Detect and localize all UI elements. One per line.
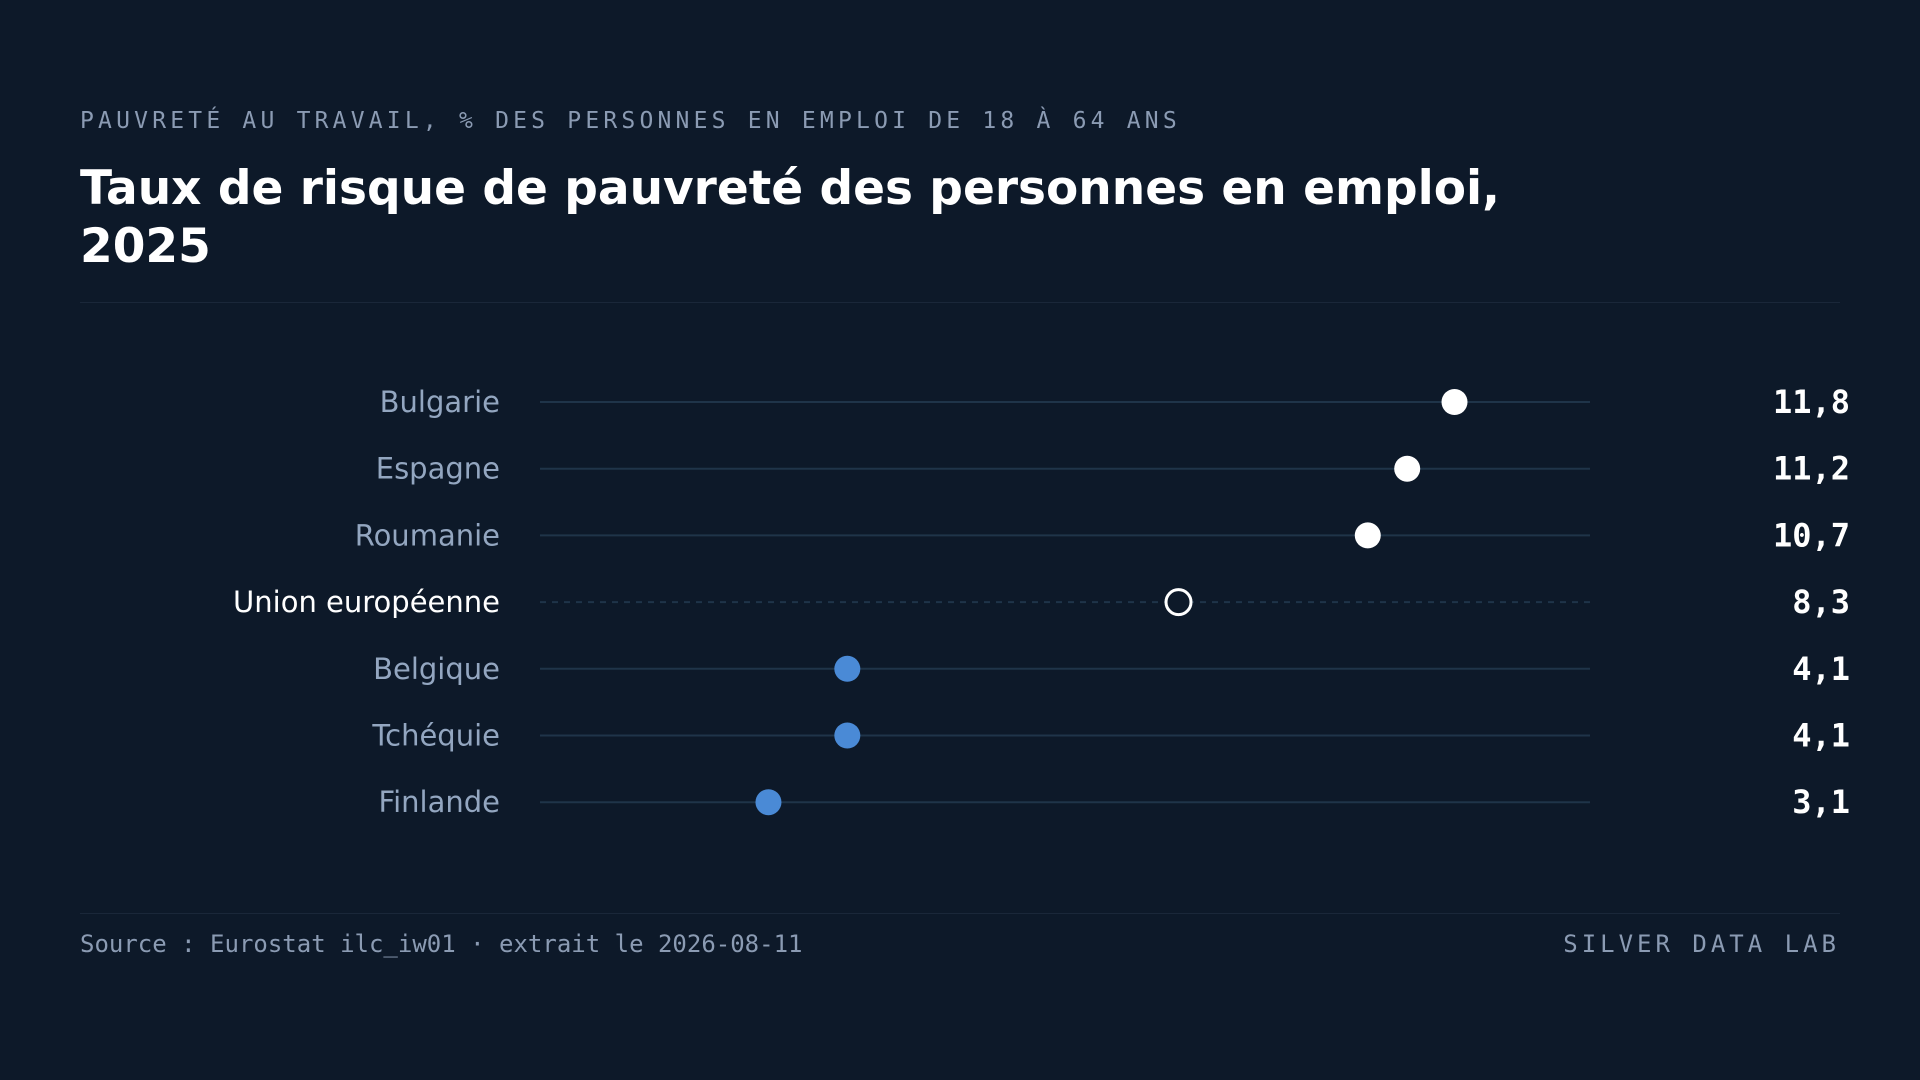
reference-dot <box>1164 588 1193 617</box>
row-label: Finlande <box>379 785 500 819</box>
value-label: 3,1 <box>1792 783 1850 821</box>
row-label: Union européenne <box>233 585 500 619</box>
value-label: 4,1 <box>1792 717 1850 755</box>
data-dot <box>755 789 782 816</box>
chart-title: Taux de risque de pauvreté des personnes… <box>80 161 1500 274</box>
footer-divider <box>80 913 1840 914</box>
value-label: 11,8 <box>1773 383 1850 421</box>
row-label: Tchéquie <box>371 719 500 753</box>
row-label: Belgique <box>373 652 500 686</box>
chart-subtitle: PAUVRETÉ AU TRAVAIL, % DES PERSONNES EN … <box>80 108 1181 134</box>
data-dot <box>834 655 861 682</box>
value-label: 11,2 <box>1773 450 1850 488</box>
data-dot <box>834 722 861 749</box>
header-divider <box>80 302 1840 303</box>
source-note: Source : Eurostat ilc_iw01 · extrait le … <box>80 930 803 958</box>
row-label: Espagne <box>376 452 500 486</box>
data-dot <box>1354 522 1381 549</box>
value-label: 4,1 <box>1792 650 1850 688</box>
brand-label: SILVER DATA LAB <box>1563 930 1840 958</box>
data-dot <box>1394 455 1421 482</box>
value-label: 8,3 <box>1792 583 1850 621</box>
value-label: 10,7 <box>1773 516 1850 554</box>
data-dot <box>1441 389 1468 415</box>
row-label: Bulgarie <box>380 385 500 419</box>
row-label: Roumanie <box>355 518 500 552</box>
